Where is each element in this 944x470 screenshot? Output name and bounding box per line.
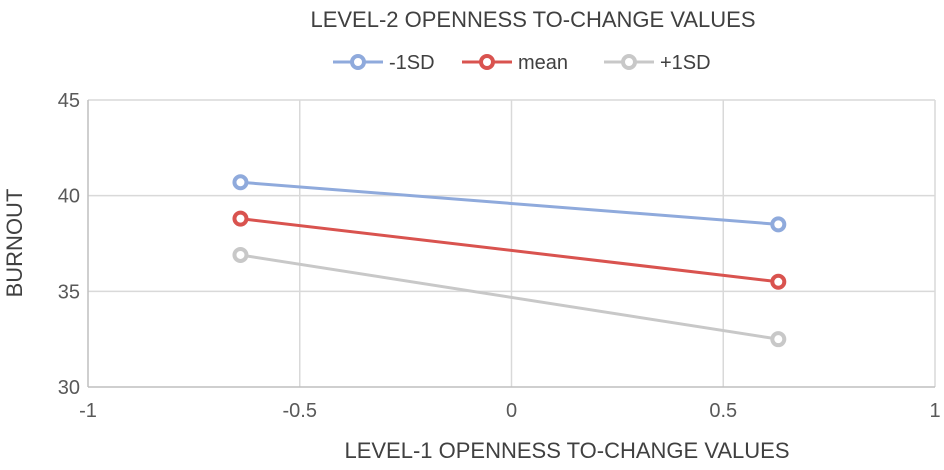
x-axis-title: LEVEL-1 OPENNESS TO-CHANGE VALUES: [344, 438, 789, 463]
legend: -1SD mean +1SD: [333, 52, 711, 74]
data-point: [232, 246, 249, 263]
x-tick-label: 0.5: [709, 400, 737, 422]
y-axis-title: BURNOUT: [2, 189, 27, 298]
x-tick-labels: -1 -0.5 0 0.5 1: [79, 400, 940, 422]
series-line--1SD: [238, 180, 780, 226]
y-tick-label: 30: [58, 377, 80, 399]
y-tick-labels: 30 35 40 45: [58, 90, 80, 399]
x-tick-label: -0.5: [283, 400, 317, 422]
series-line-+1SD: [238, 253, 780, 341]
gridlines: [88, 99, 936, 387]
data-point: [232, 174, 249, 191]
legend-item: mean: [462, 52, 568, 74]
series-group: [232, 174, 787, 348]
legend-marker: [350, 54, 366, 70]
data-point: [770, 216, 787, 233]
y-tick-label: 40: [58, 186, 80, 208]
series-line-mean: [238, 217, 780, 284]
y-tick-label: 45: [58, 90, 80, 112]
legend-label: -1SD: [389, 52, 435, 74]
x-tick-label: 0: [506, 400, 517, 422]
legend-item: +1SD: [604, 52, 711, 74]
x-tick-label: -1: [79, 400, 97, 422]
data-point: [232, 210, 249, 227]
chart-title: LEVEL-2 OPENNESS TO-CHANGE VALUES: [310, 7, 755, 32]
legend-marker: [479, 54, 495, 70]
y-tick-label: 35: [58, 281, 80, 303]
axes: [87, 100, 935, 388]
legend-label: mean: [518, 52, 568, 74]
legend-label: +1SD: [660, 52, 711, 74]
data-point: [770, 331, 787, 348]
legend-marker: [621, 54, 637, 70]
legend-item: -1SD: [333, 52, 435, 74]
data-point: [770, 273, 787, 290]
x-tick-label: 1: [929, 400, 940, 422]
